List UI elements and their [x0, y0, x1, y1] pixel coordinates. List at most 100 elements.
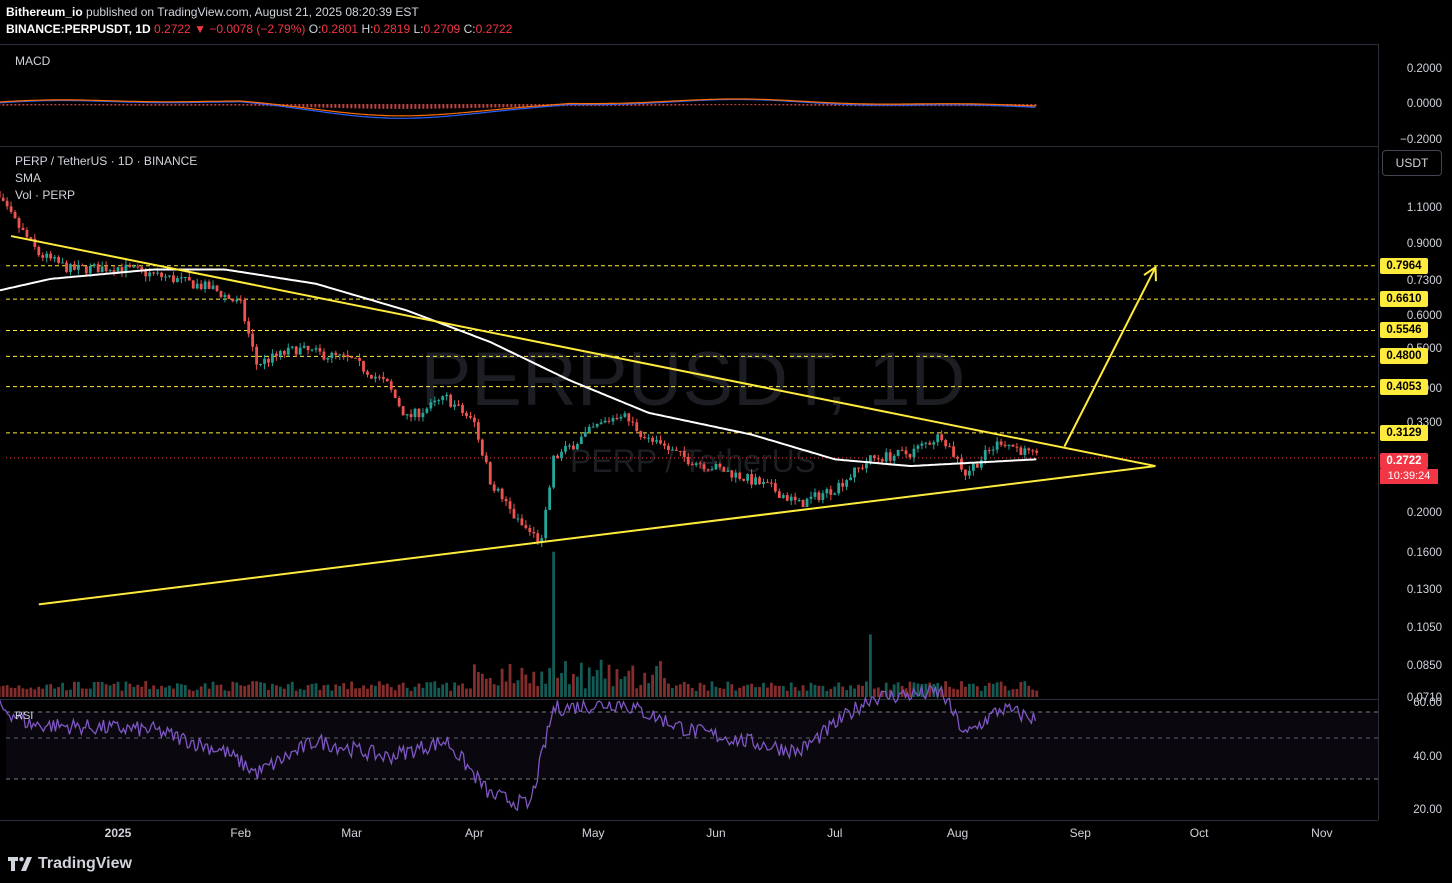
currency-button[interactable]: USDT	[1382, 150, 1442, 176]
volume-bar	[96, 681, 100, 697]
volume-bar	[853, 688, 856, 697]
candle-body	[385, 378, 389, 382]
candle-body	[857, 467, 860, 469]
volume-bar	[785, 690, 789, 697]
candle-body	[1031, 450, 1035, 452]
symbol-name[interactable]: BINANCE:PERPUSDT, 1D	[6, 22, 151, 36]
candle-body	[718, 463, 722, 468]
volume-bar	[445, 682, 449, 697]
macd-histogram-bar	[710, 104, 713, 106]
candle-body	[758, 477, 761, 485]
volume-bar	[69, 689, 72, 697]
volume-bar	[964, 686, 967, 697]
volume-bar	[583, 688, 587, 697]
candle-body	[635, 422, 639, 432]
candle-body	[516, 518, 520, 520]
macd-indicator[interactable]	[0, 98, 1037, 119]
volume-bar	[706, 690, 710, 697]
candle-body	[975, 463, 979, 468]
projection-arrow[interactable]	[1063, 266, 1157, 447]
macd-pane-separator[interactable]	[0, 146, 1378, 147]
macd-title[interactable]: MACD	[15, 54, 51, 68]
volume-bar	[389, 687, 393, 697]
candle-body	[560, 451, 563, 459]
macd-histogram-bar	[618, 104, 621, 107]
volume-bar	[829, 688, 833, 697]
volume-bar	[298, 688, 302, 697]
volume-bar	[374, 685, 377, 697]
candle-body	[520, 518, 524, 526]
volume-bar	[401, 682, 405, 697]
volume-bar	[255, 681, 258, 697]
macd-histogram-bar	[722, 104, 725, 106]
macd-histogram-bar	[754, 104, 757, 106]
candle-body	[512, 508, 516, 519]
macd-histogram-bar	[206, 104, 209, 106]
volume-bar	[441, 684, 445, 697]
volume-bar	[524, 674, 528, 697]
candle-body	[631, 421, 635, 423]
rsi-title[interactable]: RSI	[15, 710, 34, 722]
main-legend-title[interactable]: PERP / TetherUS · 1D · BINANCE	[15, 154, 198, 168]
sma-line[interactable]	[0, 268, 1037, 468]
trendline-upper[interactable]	[10, 235, 1156, 468]
candle-body	[413, 408, 417, 418]
volume-bar	[179, 684, 183, 697]
chart-canvas[interactable]: PERPUSDT, 1D PERP / TetherUS	[0, 0, 1378, 820]
macd-histogram-bar	[114, 104, 117, 106]
macd-histogram-bar	[102, 104, 105, 106]
macd-histogram-bar	[478, 104, 481, 108]
candle-body	[575, 444, 579, 450]
macd-histogram-bar	[662, 104, 665, 106]
volume-bar	[789, 682, 793, 697]
candle-body	[572, 445, 575, 450]
horizontal-levels[interactable]	[6, 265, 1378, 459]
macd-histogram-bar	[474, 104, 477, 108]
volume-bar	[433, 681, 437, 697]
macd-histogram-bar	[830, 104, 833, 106]
volume-bar	[37, 686, 41, 697]
volume-bar	[282, 688, 286, 697]
rsi-line[interactable]	[0, 684, 1037, 812]
volume-bar	[152, 685, 156, 697]
volume-bar	[215, 684, 219, 697]
trendlines[interactable]	[10, 235, 1157, 606]
volume-bar	[587, 667, 591, 697]
volume-bar	[647, 683, 651, 697]
time-tick: Feb	[230, 826, 252, 840]
candle-body	[667, 445, 670, 451]
volume-bar	[263, 683, 266, 697]
macd-histogram-bar	[686, 104, 689, 106]
candle-body	[421, 412, 425, 418]
rsi-pane-separator[interactable]	[0, 699, 1378, 700]
volume-bar	[330, 690, 334, 697]
time-tick: Sep	[1069, 826, 1091, 840]
macd-histogram-bar	[378, 104, 381, 109]
volume-bar	[278, 686, 282, 697]
volume-bar	[813, 684, 817, 697]
candle-body	[334, 352, 338, 355]
volume-bar	[247, 684, 251, 697]
trendline-lower[interactable]	[38, 465, 1156, 606]
candle-body	[310, 349, 314, 351]
macd-histogram-bar	[646, 104, 649, 106]
volume-legend[interactable]: Vol · PERP	[15, 188, 76, 202]
candle-body	[469, 415, 472, 418]
macd-histogram-bar	[374, 104, 377, 109]
volume-bar	[25, 689, 29, 697]
tradingview-brand[interactable]: TradingView	[38, 855, 132, 872]
volume-bar	[156, 689, 159, 697]
candle-body	[734, 472, 738, 478]
macd-histogram-bar	[794, 104, 797, 106]
volume-bar	[738, 687, 742, 697]
sma-legend[interactable]: SMA	[15, 171, 42, 185]
volume-bar	[702, 684, 706, 697]
publisher-name[interactable]: Bithereum_io	[6, 5, 83, 19]
price-axis[interactable]: 0.2000 0.0000 −0.2000 1.40001.10000.9000…	[1378, 0, 1452, 820]
volume-bar	[690, 687, 694, 697]
candle-body	[366, 371, 369, 375]
candle-body	[29, 237, 33, 239]
volume-bar	[231, 681, 235, 697]
volume-bar	[797, 690, 801, 697]
candle-body	[603, 420, 607, 423]
